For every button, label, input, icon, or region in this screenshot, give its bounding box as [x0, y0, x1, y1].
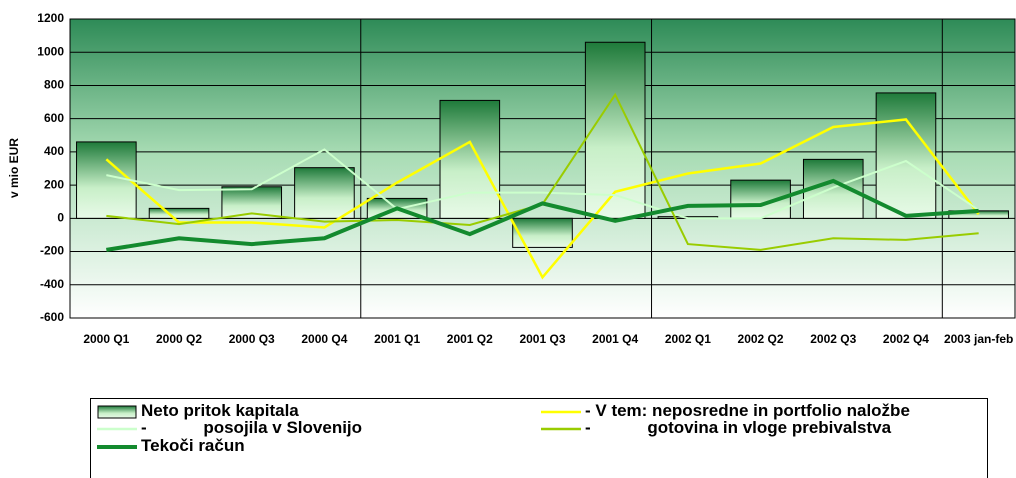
bar — [294, 167, 355, 219]
legend-symbol — [541, 410, 581, 413]
x-tick-label: 2000 Q2 — [156, 332, 203, 346]
bar — [875, 92, 937, 219]
legend-label: Neto pritok kapitala — [141, 401, 299, 420]
x-tick-label: 2001 Q1 — [374, 332, 421, 346]
y-tick-label: 0 — [57, 211, 64, 225]
y-tick-label: -400 — [40, 277, 64, 291]
x-tick-label: 2001 Q3 — [519, 332, 566, 346]
line — [105, 118, 980, 280]
legend-item: - V tem: neposredne in portfolio naložbe — [541, 401, 910, 421]
y-tick-label: 200 — [44, 177, 64, 191]
legend-label: Tekoči račun — [141, 436, 245, 455]
legend-item: - posojila v Slovenijo — [97, 418, 362, 438]
legend-symbol — [97, 444, 137, 449]
legend-label: - posojila v Slovenijo — [141, 418, 363, 437]
x-tick-label: 2002 Q3 — [810, 332, 857, 346]
legend-symbol — [97, 427, 137, 430]
legend-swatch — [97, 405, 137, 419]
legend-label: - gotovina in vloge prebivalstva — [585, 418, 892, 437]
legend-symbol — [97, 405, 137, 419]
legend-item: Neto pritok kapitala — [97, 401, 299, 421]
bar — [439, 99, 501, 219]
bar — [148, 207, 210, 219]
x-tick-label: 2001 Q4 — [592, 332, 639, 346]
plot-area — [70, 19, 1015, 318]
x-tick-label: 2002 Q2 — [737, 332, 784, 346]
legend: Neto pritok kapitala - V tem: neposredne … — [90, 398, 988, 478]
y-tick-label: -200 — [40, 244, 64, 258]
legend-label: - V tem: neposredne in portfolio naložbe — [585, 401, 910, 420]
bar — [512, 217, 573, 248]
y-tick-label: 400 — [44, 144, 64, 158]
y-tick-label: 600 — [44, 111, 64, 125]
x-tick-label: 2000 Q4 — [301, 332, 348, 346]
y-axis-label: v mio EUR — [7, 138, 21, 198]
x-tick-label: 2002 Q4 — [882, 332, 929, 346]
plot-border — [69, 18, 1016, 319]
bar — [584, 41, 646, 219]
line — [106, 178, 979, 252]
line — [106, 148, 980, 220]
x-tick-label: 2000 Q3 — [228, 332, 275, 346]
y-tick-label: 800 — [44, 78, 64, 92]
y-tick-label: 1000 — [37, 44, 64, 58]
legend-item: Tekoči račun — [97, 436, 245, 456]
legend-symbol — [541, 427, 581, 430]
x-tick-label: 2001 Q2 — [446, 332, 493, 346]
x-tick-label: 2002 Q1 — [664, 332, 711, 346]
y-tick-label: 1200 — [37, 11, 64, 25]
x-tick-label: 2003 jan-feb — [943, 332, 1014, 346]
x-tick-label: 2000 Q1 — [83, 332, 130, 346]
y-tick-label: -600 — [40, 310, 64, 324]
legend-item: - gotovina in vloge prebivalstva — [541, 418, 891, 438]
